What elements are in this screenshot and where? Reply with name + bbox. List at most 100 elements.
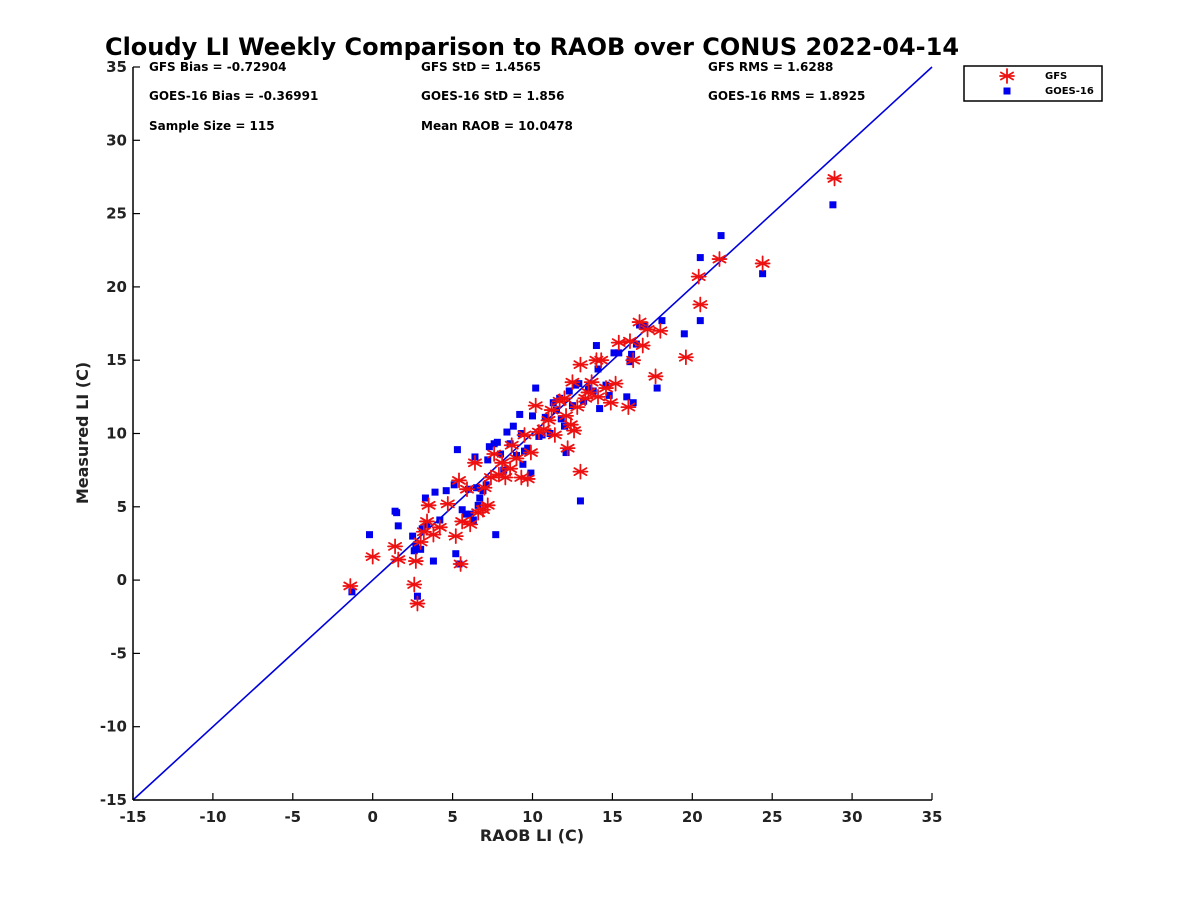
gfs-point: [678, 349, 694, 366]
y-tick-label: 5: [117, 498, 127, 516]
gfs-point: [497, 469, 514, 486]
gfs-point: [572, 356, 589, 373]
y-tick-label: -5: [110, 644, 127, 662]
gfs-point: [590, 388, 606, 405]
gfs-point: [452, 556, 469, 572]
goes16-point: [476, 494, 484, 502]
goes16-point: [568, 402, 576, 410]
goes16-point: [658, 317, 666, 325]
goes16-point: [410, 547, 418, 555]
legend-gfs-label: GFS: [1045, 71, 1067, 82]
legend-box: [963, 65, 1103, 102]
goes16-point: [829, 201, 837, 209]
gfs-point: [639, 321, 656, 338]
y-tick-label: 20: [106, 278, 127, 296]
gfs-point: [583, 374, 600, 391]
gfs-point: [483, 469, 499, 486]
goes16-point: [493, 438, 501, 446]
gfs-point: [607, 375, 624, 392]
goes16-point: [541, 413, 549, 421]
goes16-point: [717, 232, 725, 240]
y-tick-label: 30: [106, 131, 127, 149]
goes16-point: [575, 380, 583, 388]
goes16-point: [450, 481, 458, 489]
y-ticks: -15 -10 -5 0 5 10 15 20 25 30 35: [100, 58, 140, 809]
axes: -15 -10 -5 0 5 10 15 20 25 30 35 -15 -10 -5 0 5 10 15 20 2…: [100, 58, 943, 826]
gfs-rms-text: GFS RMS = 1.6288: [708, 60, 833, 74]
gfs-point: [407, 553, 424, 569]
y-tick-label: 15: [106, 351, 127, 369]
y-tick-label: 10: [106, 425, 127, 443]
goes16-point: [629, 399, 637, 407]
goes16-point: [615, 349, 623, 357]
goes16-point: [527, 469, 535, 477]
goes16-point: [492, 531, 500, 539]
gfs-point: [486, 446, 503, 462]
x-ticks: -15 -10 -5 0 5 10 15 20 25 30 35: [119, 793, 942, 826]
gfs-point: [503, 437, 520, 454]
y-tick-label: -10: [100, 718, 127, 736]
gfs-point: [564, 374, 581, 391]
goes16-point: [516, 410, 524, 418]
x-tick-label: 20: [682, 808, 703, 826]
gfs-point: [439, 495, 456, 512]
goes16-point: [560, 422, 568, 430]
goes16-point: [412, 542, 420, 550]
legend-goes16-marker: [1003, 87, 1011, 95]
gfs-point: [634, 337, 651, 354]
gfs-point: [476, 479, 493, 496]
gfs-point: [516, 427, 533, 443]
gfs-point: [580, 384, 597, 401]
gfs-point: [502, 460, 519, 477]
goes16-point: [605, 391, 613, 399]
legend-goes16-label: GOES-16: [1045, 86, 1094, 97]
y-tick-label: 25: [106, 205, 127, 223]
goes16-point: [580, 397, 588, 405]
goes16-point: [594, 365, 602, 373]
gfs-point: [519, 471, 536, 487]
x-tick-label: 15: [602, 808, 623, 826]
goes16-point: [458, 506, 466, 514]
x-axis-label: RAOB LI (C): [480, 826, 584, 845]
goes16-point: [479, 487, 487, 495]
gfs-point: [602, 394, 619, 411]
goes16-point: [500, 466, 508, 474]
gfs-bias-text: GFS Bias = -0.72904: [149, 60, 286, 74]
goes16-point: [473, 484, 481, 492]
goes16-point: [348, 588, 356, 596]
legend-goes16-square: [1003, 87, 1011, 95]
x-tick-label: 0: [367, 808, 377, 826]
gfs-point: [559, 440, 576, 457]
gfs-point: [631, 314, 648, 330]
goes16-point: [484, 456, 492, 464]
goes16-point: [519, 460, 527, 468]
y-tick-label: 0: [117, 571, 127, 589]
plot-area: [132, 66, 933, 801]
chart-title: Cloudy LI Weekly Comparison to RAOB over…: [105, 33, 959, 61]
gfs-point: [572, 463, 589, 480]
gfs-point: [540, 412, 557, 429]
goes16-point: [469, 516, 477, 524]
gfs-point: [566, 422, 582, 439]
legend-gfs-marker: [999, 68, 1015, 84]
goes16-point: [452, 550, 460, 558]
goes16-point: [623, 393, 631, 401]
goes16-point: [592, 342, 600, 350]
gfs-point: [508, 450, 525, 467]
goes16-point: [366, 531, 374, 539]
x-tick-label: 10: [522, 808, 543, 826]
goes16-point: [409, 532, 417, 540]
gfs-point: [451, 472, 467, 489]
gfs-point: [387, 538, 403, 555]
y-axis-label: Measured LI (C): [73, 362, 92, 504]
goes16-point: [532, 384, 540, 392]
goes16-point: [394, 522, 402, 530]
goes16-point: [442, 487, 450, 495]
goes16-point: [538, 431, 546, 439]
gfs-point: [467, 454, 483, 471]
gfs-point: [625, 352, 642, 369]
gfs-point: [406, 576, 423, 593]
goes16-point: [589, 387, 597, 395]
